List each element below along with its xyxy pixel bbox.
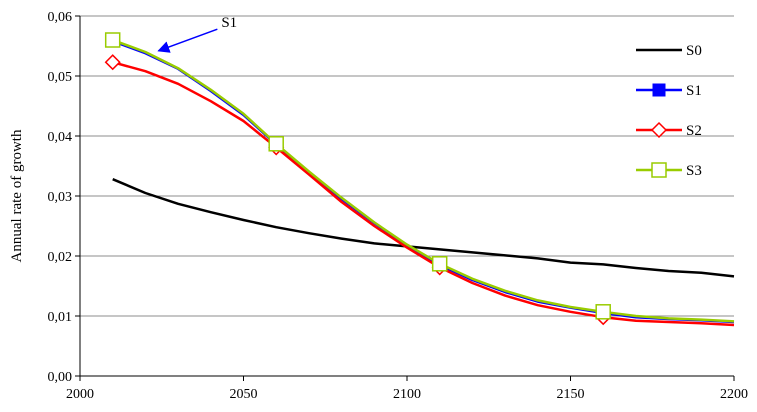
series-line-s0 [112,178,735,278]
x-tick-label: 2050 [230,387,258,402]
x-tick-label: 2150 [557,387,585,402]
legend-label-s0: S0 [686,43,702,59]
y-tick-label: 0,04 [48,130,73,145]
legend-marker-s2 [650,121,668,139]
series-markers [104,32,612,326]
legend: S0 S1 S2 S3 [636,43,702,179]
series-line-s1 [112,40,735,324]
grid-lines [80,15,734,317]
x-tick-label: 2100 [393,387,421,402]
legend-label-s2: S2 [686,123,702,139]
series-line-s2 [112,60,735,327]
legend-marker-s1 [652,83,666,97]
marker-s3 [104,32,121,48]
annotation-label: S1 [221,15,237,31]
series-lines [112,38,735,327]
marker-s3 [268,136,284,152]
legend-marker-s3 [651,162,667,178]
annotations: S1 [157,15,237,53]
y-tick-label: 0,01 [48,310,73,325]
y-tick-labels: 0,00 0,01 0,02 0,03 0,04 0,05 0,06 [48,10,73,385]
marker-s2 [104,54,121,71]
x-tick-labels: 2000 2050 2100 2150 2200 [66,387,748,402]
x-tick-label: 2000 [66,387,94,402]
x-tick-label: 2200 [720,387,748,402]
legend-label-s3: S3 [686,163,702,179]
series-line-s3 [112,38,735,323]
y-tick-label: 0,05 [48,70,73,85]
legend-label-s1: S1 [686,83,702,99]
y-tick-label: 0,02 [48,250,73,265]
y-tick-label: 0,03 [48,190,73,205]
y-axis-label: Annual rate of growth [9,129,25,262]
y-tick-label: 0,06 [48,10,73,25]
annotation-arrow [157,28,218,53]
marker-s3 [595,304,611,320]
marker-s3 [431,256,448,272]
y-tick-label: 0,00 [48,370,73,385]
axes [75,15,735,381]
